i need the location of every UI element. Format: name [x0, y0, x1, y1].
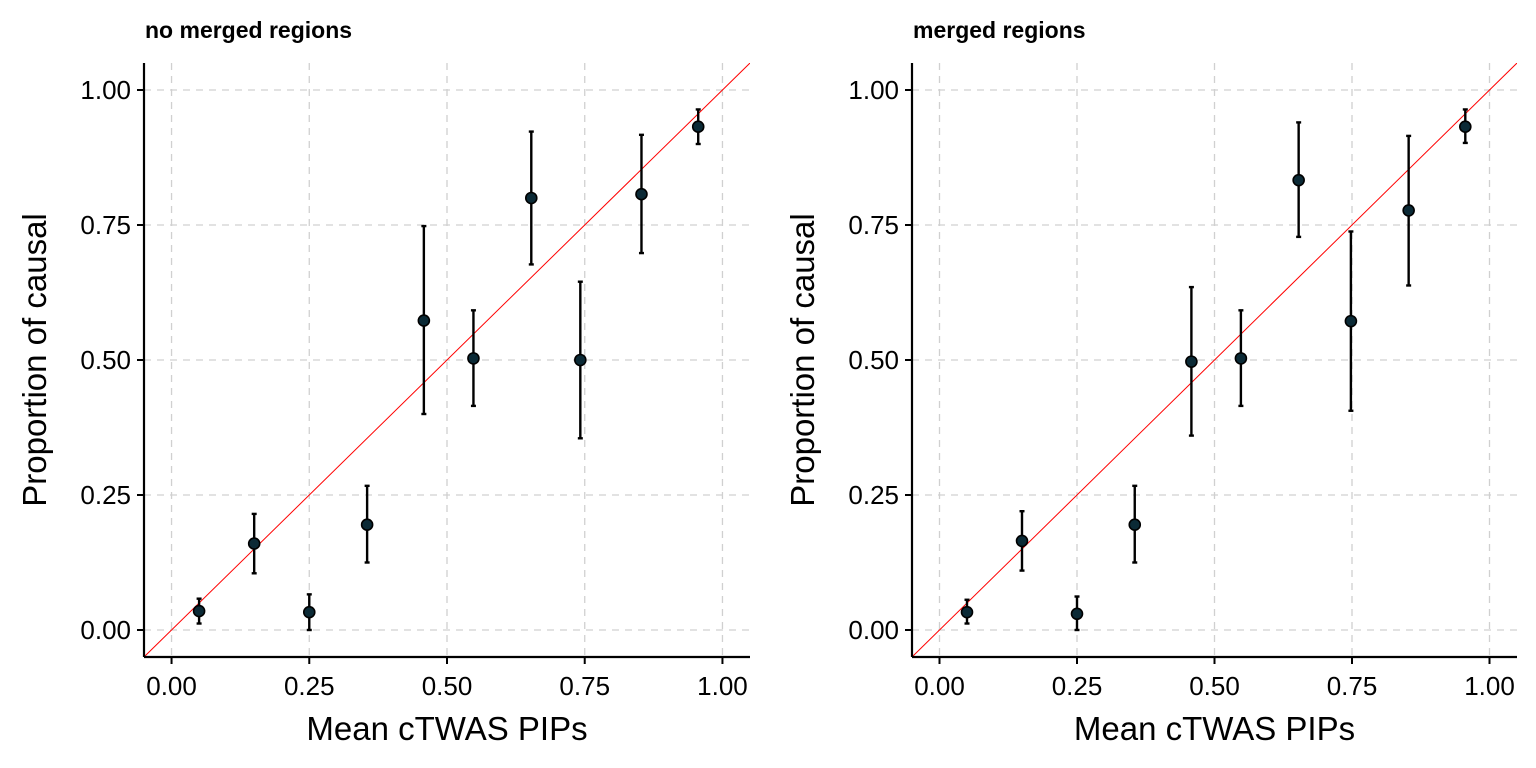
panel-2: 0.00 0.25 0.50 0.75 1.00 0.00 0.25 0.50 0.75 1.00…	[784, 17, 1517, 747]
panel-1: 0.00 0.25 0.50 0.75 1.00 0.00 0.25 0.50 0.75 1.00…	[16, 17, 750, 747]
data-point	[192, 604, 206, 618]
y-tick-label: 0.50	[80, 345, 131, 375]
reference-line	[912, 63, 1517, 657]
x-tick-label: 0.00	[146, 671, 197, 701]
data-point	[360, 518, 374, 532]
y-tick-label: 1.00	[848, 75, 899, 105]
x-tick-label: 0.50	[1189, 671, 1240, 701]
x-tick-label: 0.25	[1052, 671, 1103, 701]
y-tick-label: 0.00	[80, 615, 131, 645]
y-tick-label: 1.00	[80, 75, 131, 105]
panel-title: no merged regions	[145, 17, 352, 43]
data-point	[1402, 204, 1415, 217]
data-point	[1459, 120, 1472, 134]
x-tick-label: 0.25	[284, 671, 335, 701]
y-tick-label: 0.75	[80, 210, 131, 240]
x-tick-label: 0.75	[1327, 671, 1378, 701]
x-tick-label: 1.00	[1464, 671, 1515, 701]
data-point	[635, 187, 648, 201]
data-point	[1185, 355, 1198, 368]
y-tick-label: 0.75	[848, 210, 899, 240]
x-tick-label: 0.75	[559, 671, 610, 701]
data-point	[417, 314, 431, 327]
data-point	[1070, 607, 1084, 621]
x-tick-label: 0.00	[914, 671, 965, 701]
y-tick-label: 0.25	[848, 480, 899, 510]
x-tick-label: 1.00	[697, 671, 748, 701]
y-tick-label: 0.25	[80, 480, 131, 510]
data-point	[247, 537, 261, 550]
data-point	[574, 353, 587, 367]
data-point	[1344, 314, 1358, 328]
y-axis-title: Proportion of causal	[784, 213, 821, 507]
x-tick-label: 0.50	[422, 671, 473, 701]
data-point	[524, 191, 538, 205]
y-axis-title: Proportion of causal	[16, 213, 53, 507]
reference-line	[144, 63, 750, 657]
x-axis-title: Mean cTWAS PIPs	[306, 710, 587, 747]
data-point	[302, 605, 316, 619]
panel-title: merged regions	[913, 17, 1086, 43]
data-point	[1234, 352, 1248, 365]
x-axis-title: Mean cTWAS PIPs	[1074, 710, 1355, 747]
data-point	[691, 120, 705, 134]
data-point	[960, 605, 974, 619]
y-tick-label: 0.00	[848, 615, 899, 645]
data-point	[1292, 173, 1305, 187]
data-point	[467, 352, 480, 365]
data-point	[1128, 518, 1142, 532]
y-tick-label: 0.50	[848, 345, 899, 375]
data-point	[1015, 534, 1029, 548]
